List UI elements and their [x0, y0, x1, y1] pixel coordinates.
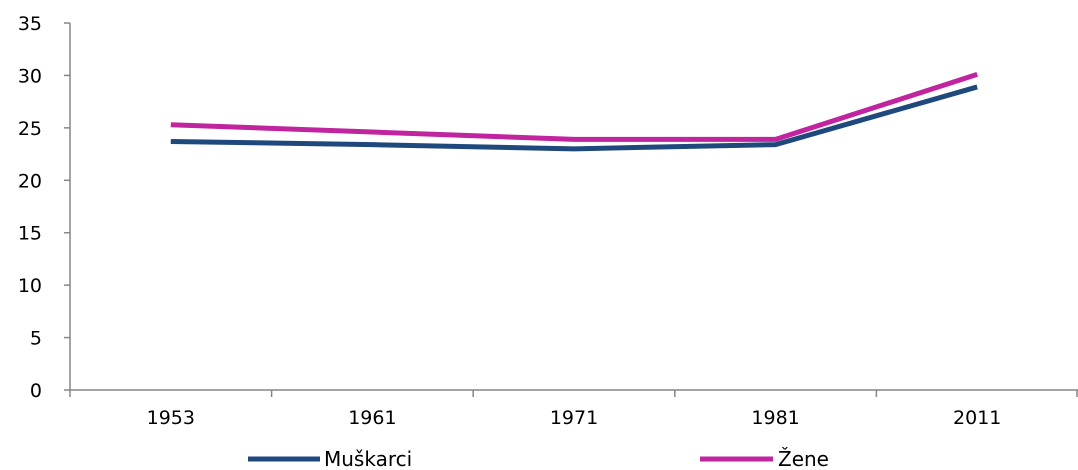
series-line-zene: [170, 72, 978, 142]
y-tick-label: 25: [18, 118, 42, 140]
legend-item-muskarci: Muškarci: [248, 447, 412, 470]
legend-item-zene: Žene: [700, 447, 829, 470]
y-tick-label: 30: [18, 65, 42, 87]
y-axis: 0 5 10 15 20 25 30 35: [18, 13, 71, 402]
x-axis: 1953 1961 1971 1981 2011: [69, 389, 1078, 429]
legend-label-muskarci: Muškarci: [324, 447, 412, 470]
x-tick-label: 1981: [751, 407, 799, 429]
y-tick-label: 10: [18, 275, 42, 297]
legend: Muškarci Žene: [248, 447, 829, 470]
x-tick-label: 1971: [550, 407, 598, 429]
series-group: [170, 72, 978, 152]
y-tick-label: 20: [18, 170, 42, 192]
y-tick-label: 15: [18, 223, 42, 245]
y-tick-label: 5: [30, 328, 42, 350]
x-tick-group: 1953 1961 1971 1981 2011: [69, 390, 1078, 429]
legend-label-zene: Žene: [778, 447, 829, 470]
x-tick-label: 2011: [953, 407, 1001, 429]
y-tick-label: 0: [30, 380, 42, 402]
y-tick-group: 0 5 10 15 20 25 30 35: [18, 13, 70, 402]
x-tick-label: 1953: [147, 407, 195, 429]
y-tick-label: 35: [18, 13, 42, 35]
x-tick-label: 1961: [348, 407, 396, 429]
